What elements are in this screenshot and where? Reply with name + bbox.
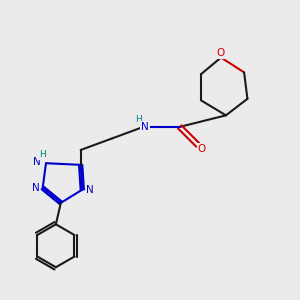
Text: H: H bbox=[39, 151, 46, 160]
Text: N: N bbox=[33, 157, 40, 166]
Text: O: O bbox=[198, 144, 206, 154]
Text: N: N bbox=[86, 184, 93, 195]
Text: H: H bbox=[135, 115, 142, 124]
Text: N: N bbox=[32, 183, 39, 193]
Text: O: O bbox=[216, 48, 224, 58]
Text: N: N bbox=[141, 122, 149, 132]
